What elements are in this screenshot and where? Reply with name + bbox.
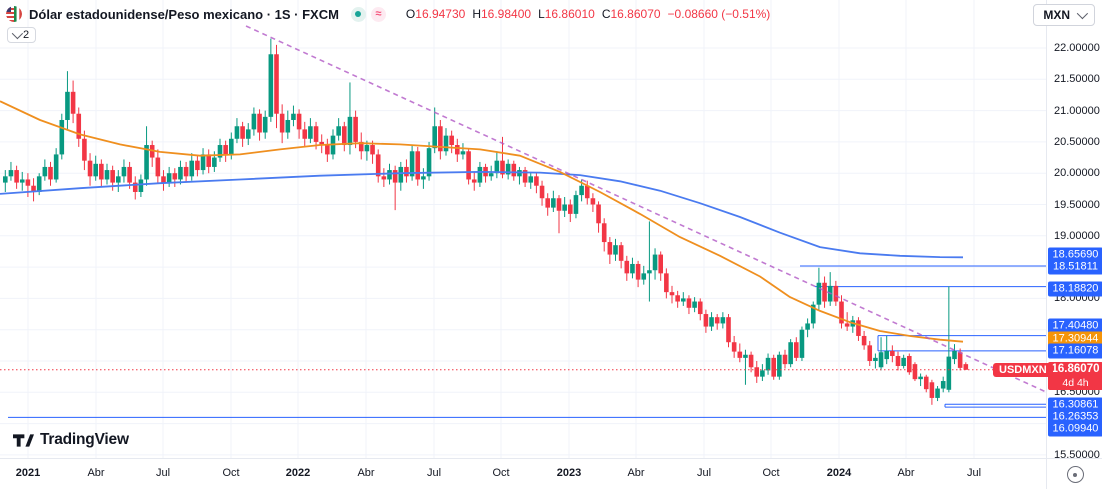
- price-level-label: 16.26353: [1048, 409, 1102, 425]
- currency-value: MXN: [1043, 8, 1070, 22]
- candlestick-chart-canvas[interactable]: [0, 0, 1046, 458]
- time-axis-tick: Jul: [696, 467, 712, 479]
- bar-countdown: 4d 4h: [1062, 377, 1089, 389]
- axis-corner: [1046, 458, 1102, 489]
- candles-layer: [3, 38, 969, 405]
- time-axis-tick: Abr: [627, 467, 645, 479]
- symbol-legend: Dólar estadounidense/Peso mexicano · 1S …: [6, 4, 770, 24]
- time-axis-tick: Jul: [966, 467, 982, 479]
- current-price-value: 16.86070: [1051, 363, 1100, 375]
- time-axis-tick: Abr: [87, 467, 105, 479]
- high-label: H: [472, 7, 481, 21]
- scale-reset-icon[interactable]: [1066, 466, 1084, 483]
- price-level-label: 17.40480: [1048, 318, 1102, 334]
- price-level-label: 18.18820: [1048, 281, 1102, 297]
- indicator-count: 2: [23, 29, 30, 41]
- price-level-label: 18.65690: [1048, 247, 1102, 263]
- close-label: C: [601, 7, 611, 21]
- price-axis-tick: 20.50000: [1054, 135, 1100, 148]
- chart-pane[interactable]: Dólar estadounidense/Peso mexicano · 1S …: [0, 0, 1053, 458]
- price-axis[interactable]: 22.00000 21.50000 21.00000 20.50000 20.00000…: [1046, 0, 1102, 461]
- time-axis-tick: 2023: [556, 467, 582, 479]
- time-axis-tick: Jul: [155, 467, 171, 479]
- price-axis-tick: 22.00000: [1054, 42, 1100, 54]
- open-value: 16.94730: [415, 7, 466, 21]
- price-axis-tick: 20.00000: [1054, 167, 1100, 180]
- current-price-label: 16.86070 4d 4h: [1048, 362, 1102, 390]
- indicators-collapse-button[interactable]: 2: [7, 27, 37, 43]
- price-axis-tick: 15.50000: [1054, 448, 1100, 461]
- ohlc-values: O 16.94730 H 16.98400 L 16.86010 C 16.86070 …: [399, 7, 770, 21]
- time-axis-tick: Abr: [897, 467, 915, 479]
- chevron-down-icon: [11, 27, 24, 40]
- price-level-label: 17.30944: [1048, 331, 1102, 347]
- grid-lines: [0, 0, 1046, 458]
- change-value: −0.08660 (−0.51%): [667, 7, 771, 21]
- close-value: 16.86070: [610, 7, 661, 21]
- price-line-symbol-badge: USDMXN: [993, 363, 1053, 377]
- time-axis-tick: Jul: [426, 467, 442, 479]
- time-axis-tick: Oct: [492, 467, 510, 479]
- price-axis-tick: 19.50000: [1054, 198, 1100, 211]
- currency-selector-button[interactable]: MXN: [1033, 4, 1095, 26]
- price-axis-tick: 19.00000: [1054, 229, 1100, 242]
- time-axis-tick: Abr: [357, 467, 375, 479]
- usd-mxn-flag-icon: [6, 6, 22, 22]
- market-status-icon[interactable]: [350, 6, 366, 22]
- tradingview-logo-icon: [13, 433, 34, 447]
- price-axis-tick: 21.50000: [1054, 73, 1100, 86]
- price-level-label: 16.30861: [1048, 397, 1102, 413]
- horizontal-ray-lines: [8, 265, 1046, 418]
- price-axis-tick: 21.00000: [1054, 104, 1100, 117]
- delayed-data-icon[interactable]: ≈: [370, 6, 386, 22]
- chevron-down-icon: [1076, 7, 1089, 20]
- low-value: 16.86010: [544, 7, 595, 21]
- time-axis-tick: 2024: [826, 467, 852, 479]
- time-axis-tick: Oct: [222, 467, 240, 479]
- tradingview-logo[interactable]: TradingView: [13, 431, 129, 449]
- symbol-title[interactable]: Dólar estadounidense/Peso mexicano · 1S …: [29, 6, 339, 22]
- time-axis-tick: 2022: [285, 467, 311, 479]
- time-axis-tick: 2021: [15, 467, 41, 479]
- time-axis[interactable]: 2021 Abr Jul Oct 2022 Abr Jul Oct 2023 Abr Jul Oct 2…: [0, 458, 1046, 489]
- high-value: 16.98400: [481, 7, 532, 21]
- price-level-label: 16.09940: [1048, 421, 1102, 437]
- tradingview-logo-text: TradingView: [40, 431, 129, 448]
- time-axis-tick: Oct: [762, 467, 780, 479]
- price-level-label: 17.16078: [1048, 343, 1102, 359]
- moving-averages: [0, 100, 964, 343]
- low-label: L: [538, 7, 545, 21]
- trendline-drawing: [245, 25, 1046, 393]
- price-level-label: 18.51811: [1048, 259, 1102, 275]
- open-label: O: [405, 7, 416, 21]
